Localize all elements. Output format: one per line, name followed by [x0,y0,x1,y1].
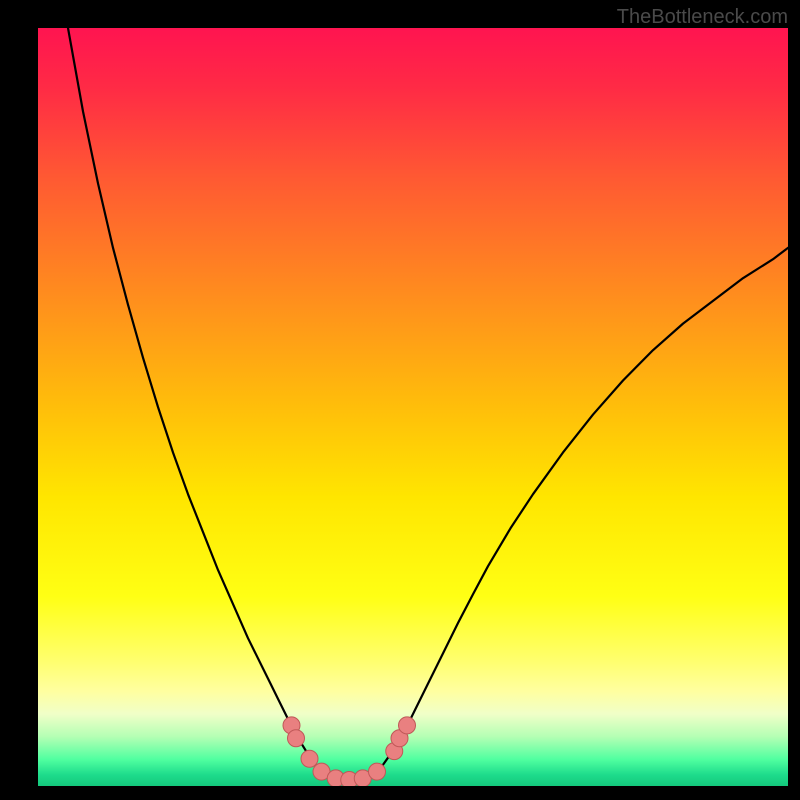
watermark-text: TheBottleneck.com [617,6,788,29]
data-marker [399,717,416,734]
data-marker [369,763,386,780]
chart-svg [38,28,788,786]
chart-background [38,28,788,786]
data-marker [301,750,318,767]
data-marker [288,730,305,747]
chart-plot-area [38,28,788,786]
